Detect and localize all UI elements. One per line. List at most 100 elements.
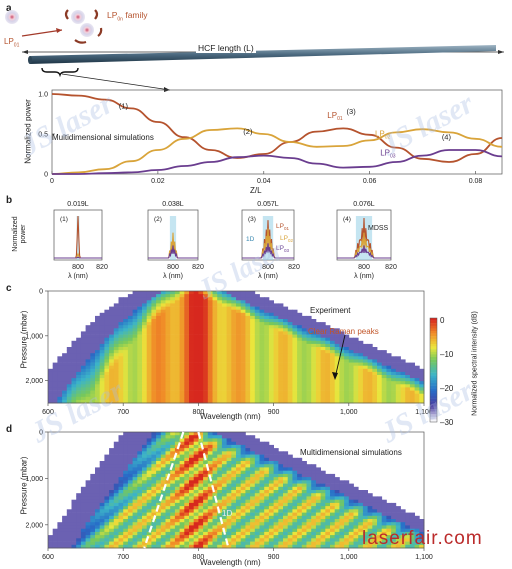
heatmap-cell <box>320 375 326 379</box>
heatmap-cell <box>278 368 284 373</box>
heatmap-cell <box>339 365 345 370</box>
heatmap-cell <box>184 319 190 323</box>
heatmap-cell <box>372 371 378 376</box>
heatmap-cell <box>292 502 298 507</box>
heatmap-cell <box>268 525 274 529</box>
heatmap-cell <box>330 390 336 395</box>
heatmap-cell <box>311 328 317 332</box>
heatmap-cell <box>301 541 307 546</box>
heatmap-cell <box>189 522 195 526</box>
heatmap-cell <box>334 359 340 363</box>
heatmap-cell <box>198 347 204 351</box>
heatmap-cell <box>109 502 115 507</box>
heatmap-cell <box>287 506 293 510</box>
heatmap-cell <box>137 315 143 320</box>
heatmap-cell <box>325 490 331 494</box>
heatmap-cell <box>348 496 354 500</box>
heatmap-cell <box>320 515 326 520</box>
heatmap-cell <box>254 309 260 314</box>
heatmap-cell <box>353 387 359 391</box>
heatmap-cell <box>104 334 110 339</box>
heatmap-cell <box>315 356 321 360</box>
heatmap-cell <box>254 477 260 481</box>
heatmap-cell <box>156 362 162 367</box>
heatmap-cell <box>306 393 312 398</box>
heatmap-cell <box>292 531 298 536</box>
heatmap-cell <box>287 353 293 357</box>
heatmap-cell <box>287 396 293 401</box>
x-tick-label: 820 <box>288 264 300 271</box>
heatmap-cell <box>240 319 246 323</box>
heatmap-cell <box>212 441 218 446</box>
heatmap-cell <box>259 371 265 376</box>
heatmap-cell <box>254 300 260 304</box>
heatmap-cell <box>221 322 227 326</box>
heatmap-cell <box>174 322 180 326</box>
x-tick-label: 700 <box>117 409 129 416</box>
heatmap-cell <box>217 328 223 332</box>
heatmap-cell <box>212 438 218 442</box>
heatmap-cell <box>245 294 251 298</box>
colorbar-segment <box>430 383 437 386</box>
heatmap-cell <box>174 328 180 332</box>
heatmap-cell <box>123 381 129 385</box>
heatmap-cell <box>297 353 303 357</box>
heatmap-cell <box>170 378 176 382</box>
heatmap-cell <box>146 396 152 401</box>
heatmap-cell <box>362 535 368 539</box>
heatmap-cell <box>184 541 190 546</box>
heatmap-cell <box>170 467 176 471</box>
heatmap-cell <box>104 506 110 510</box>
heatmap-cell <box>301 381 307 385</box>
heatmap-cell <box>306 480 312 484</box>
heatmap-cell <box>170 340 176 345</box>
heatmap-cell <box>127 306 133 311</box>
heatmap-cell <box>174 368 180 373</box>
heatmap-cell <box>207 328 213 332</box>
heatmap-cell <box>85 525 91 529</box>
heatmap-cell <box>123 384 129 388</box>
heatmap-cell <box>344 535 350 539</box>
heatmap-cell <box>142 435 148 439</box>
heatmap-cell <box>170 515 176 520</box>
heatmap-cell <box>320 337 326 342</box>
heatmap-cell <box>344 486 350 491</box>
heatmap-cell <box>245 378 251 382</box>
heatmap-cell <box>146 319 152 323</box>
heatmap-cell <box>156 315 162 320</box>
heatmap-cell <box>273 350 279 354</box>
heatmap-cell <box>184 322 190 326</box>
heatmap-cell <box>48 396 54 401</box>
heatmap-cell <box>160 362 166 367</box>
heatmap-cell <box>80 371 86 376</box>
heatmap-cell <box>142 343 148 348</box>
heatmap-cell <box>90 347 96 351</box>
heatmap-cell <box>297 467 303 471</box>
heatmap-cell <box>170 343 176 348</box>
input-mode-icon <box>5 10 19 24</box>
heatmap-cell <box>287 525 293 529</box>
heatmap-cell <box>231 331 237 335</box>
heatmap-cell <box>278 506 284 510</box>
heatmap-cell <box>334 522 340 526</box>
heatmap-cell <box>273 396 279 401</box>
heatmap-cell <box>339 490 345 494</box>
heatmap-cell <box>127 525 133 529</box>
heatmap-cell <box>179 477 185 481</box>
colorbar-segment <box>430 396 437 399</box>
heatmap-cell <box>76 544 82 549</box>
heatmap-cell <box>113 343 119 348</box>
heatmap-cell <box>372 396 378 401</box>
heatmap-cell <box>184 297 190 301</box>
heatmap-cell <box>193 359 199 363</box>
heatmap-cell <box>123 467 129 471</box>
heatmap-cell <box>353 493 359 497</box>
heatmap-cell <box>156 441 162 446</box>
heatmap-cell <box>320 359 326 363</box>
heatmap-cell <box>221 294 227 298</box>
heatmap-cell <box>283 528 289 533</box>
heatmap-cell <box>250 359 256 363</box>
heatmap-cell <box>236 483 242 488</box>
heatmap-cell <box>189 432 195 436</box>
heatmap-cell <box>400 375 406 379</box>
